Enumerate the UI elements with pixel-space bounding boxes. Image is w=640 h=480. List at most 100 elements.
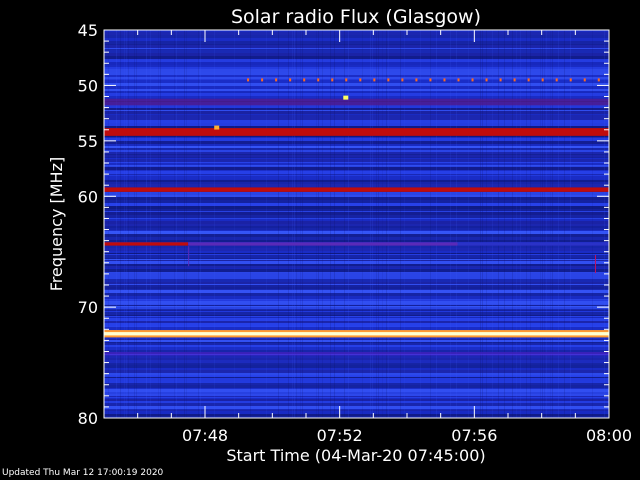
vertical-streak bbox=[344, 30, 345, 418]
pulse-dot bbox=[527, 78, 530, 82]
pulse-dot bbox=[401, 78, 404, 82]
noise-row bbox=[104, 350, 609, 352]
vertical-streak bbox=[126, 30, 127, 418]
x-tick-label: 07:52 bbox=[317, 426, 363, 445]
updated-timestamp: Updated Thu Mar 12 17:00:19 2020 bbox=[2, 468, 164, 478]
noise-row bbox=[104, 80, 609, 83]
noise-row bbox=[104, 197, 609, 200]
noise-row bbox=[104, 416, 609, 418]
vertical-streak bbox=[160, 30, 161, 418]
noise-row bbox=[104, 180, 609, 182]
vertical-streak bbox=[530, 30, 531, 418]
band-3 bbox=[104, 98, 609, 106]
vertical-streak bbox=[362, 30, 363, 418]
band-segment bbox=[457, 242, 609, 246]
noise-row bbox=[104, 396, 609, 397]
vertical-streak bbox=[430, 30, 431, 418]
noise-row bbox=[104, 184, 609, 187]
noise-row bbox=[104, 192, 609, 195]
vertical-streak bbox=[550, 30, 551, 418]
noise-row bbox=[104, 397, 609, 398]
noise-row bbox=[104, 150, 609, 152]
vertical-streak bbox=[292, 30, 293, 418]
pulse-dot bbox=[569, 78, 572, 82]
noise-row bbox=[104, 209, 609, 211]
vertical-streak bbox=[498, 30, 499, 418]
chart-title: Solar radio Flux (Glasgow) bbox=[231, 6, 481, 28]
vertical-streak bbox=[318, 30, 319, 418]
noise-row bbox=[104, 175, 609, 176]
noise-row bbox=[104, 45, 609, 48]
noise-row bbox=[104, 62, 609, 65]
noise-row bbox=[104, 79, 609, 80]
vertical-streak bbox=[302, 30, 303, 418]
vertical-streak bbox=[128, 30, 129, 418]
vertical-streak bbox=[136, 30, 137, 418]
noise-row bbox=[104, 337, 609, 339]
noise-row bbox=[104, 231, 609, 232]
noise-row bbox=[104, 224, 609, 226]
noise-row bbox=[104, 32, 609, 35]
vertical-streak bbox=[376, 30, 377, 418]
noise-row bbox=[104, 368, 609, 370]
noise-row bbox=[104, 65, 609, 67]
noise-row bbox=[104, 166, 609, 167]
vertical-streak bbox=[200, 30, 201, 418]
noise-row bbox=[104, 226, 609, 228]
noise-row bbox=[104, 318, 609, 321]
noise-row bbox=[104, 159, 609, 162]
vertical-streak bbox=[592, 30, 593, 418]
noise-row bbox=[104, 215, 609, 218]
noise-row bbox=[104, 171, 609, 174]
noise-row bbox=[104, 165, 609, 166]
noise-row bbox=[104, 77, 609, 79]
noise-row bbox=[104, 35, 609, 38]
noise-row bbox=[104, 284, 609, 285]
noise-row bbox=[104, 296, 609, 299]
noise-row bbox=[104, 253, 609, 254]
noise-row bbox=[104, 182, 609, 184]
vertical-streak bbox=[296, 30, 297, 418]
pulse-dot bbox=[303, 78, 306, 82]
vertical-streak bbox=[176, 30, 177, 418]
vertical-streak bbox=[348, 30, 349, 418]
vertical-streak bbox=[330, 30, 331, 418]
noise-row bbox=[104, 75, 609, 77]
plot-frame bbox=[103, 29, 610, 419]
vertical-streak bbox=[134, 30, 135, 418]
vertical-streak bbox=[526, 30, 527, 418]
pulse-dot bbox=[541, 78, 544, 82]
noise-row bbox=[104, 358, 609, 360]
noise-row bbox=[104, 114, 609, 115]
noise-row bbox=[104, 410, 609, 411]
noise-row bbox=[104, 50, 609, 53]
noise-row bbox=[104, 248, 609, 251]
pulse-dot bbox=[359, 78, 362, 82]
vertical-streak bbox=[542, 30, 543, 418]
vertical-streak bbox=[544, 30, 545, 418]
pulse-dot bbox=[583, 78, 586, 82]
noise-row bbox=[104, 195, 609, 197]
noise-row bbox=[104, 373, 609, 375]
vertical-artifact bbox=[188, 246, 190, 267]
noise-row bbox=[104, 221, 609, 224]
noise-row bbox=[104, 300, 609, 301]
y-axis-label: Frequency [MHz] bbox=[47, 157, 66, 291]
noise-row bbox=[104, 398, 609, 399]
noise-row bbox=[104, 234, 609, 237]
noise-row bbox=[104, 60, 609, 62]
noise-row bbox=[104, 327, 609, 330]
periodic-pulses bbox=[247, 78, 600, 82]
noise-row bbox=[104, 377, 609, 378]
noise-row bbox=[104, 260, 609, 261]
pulse-dot bbox=[597, 78, 600, 82]
noise-row bbox=[104, 93, 609, 96]
noise-row bbox=[104, 56, 609, 59]
x-tick-label: 07:48 bbox=[182, 426, 228, 445]
vertical-streak bbox=[388, 30, 389, 418]
noise-row bbox=[104, 401, 609, 403]
burst-event bbox=[214, 125, 220, 130]
noise-row bbox=[104, 211, 609, 212]
noise-row bbox=[104, 155, 609, 157]
